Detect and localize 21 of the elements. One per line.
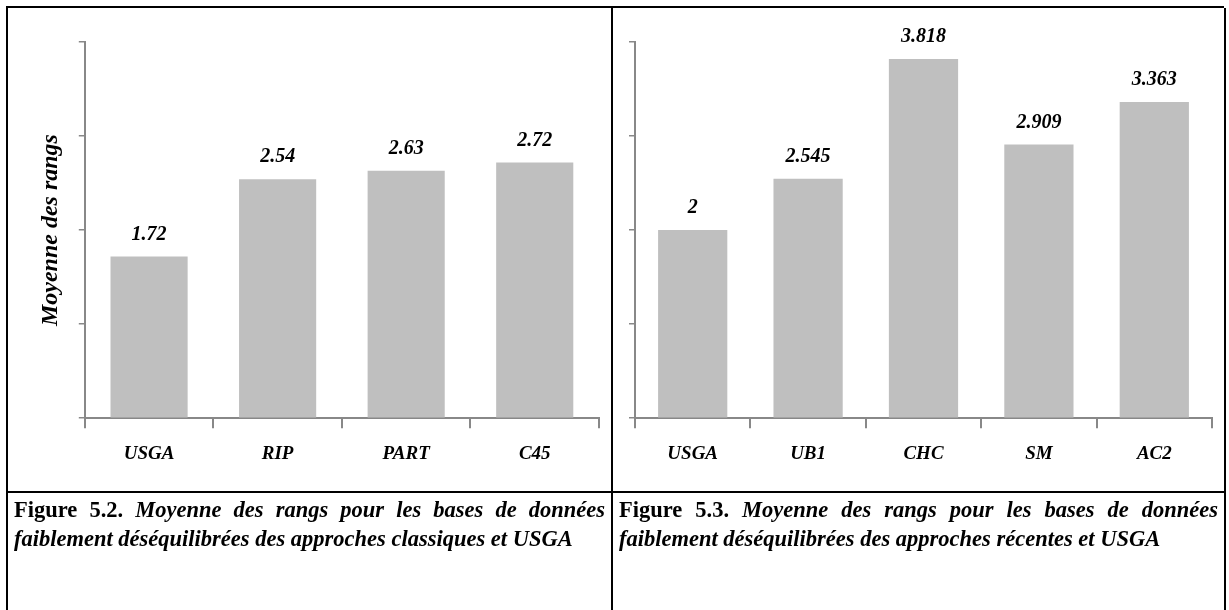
caption: Figure 5.2. Moyenne des rangs pour les bases de données faiblement déséquilibrées des approches classiques et USGA — [14, 497, 605, 551]
data-label: 2 — [686, 195, 698, 218]
x-tick-label: C45 — [518, 441, 552, 463]
x-tick-label: PART — [381, 441, 432, 463]
data-label: 2.72 — [516, 127, 553, 150]
caption: Figure 5.3. Moyenne des rangs pour les bases de données faiblement déséquilibrées des approches récentes et USGA — [619, 497, 1218, 551]
data-label: 2.54 — [259, 144, 296, 167]
y-axis-title: Moyenne des rangs — [35, 134, 62, 328]
data-label: 1.72 — [131, 221, 167, 244]
x-tick-label: RIP — [260, 441, 294, 463]
data-label: 2.63 — [387, 136, 424, 159]
x-tick-label: USGA — [123, 441, 175, 463]
x-tick-label: SM — [1025, 441, 1054, 463]
x-tick-label: AC2 — [1135, 441, 1173, 463]
data-label: 2.545 — [784, 144, 831, 167]
x-tick-label: CHC — [903, 441, 944, 463]
x-tick-label: UB1 — [790, 441, 827, 463]
data-label: 2.909 — [1015, 109, 1062, 132]
x-tick-label: USGA — [667, 441, 719, 463]
data-label: 3.818 — [900, 24, 946, 47]
data-label: 3.363 — [1130, 67, 1177, 90]
